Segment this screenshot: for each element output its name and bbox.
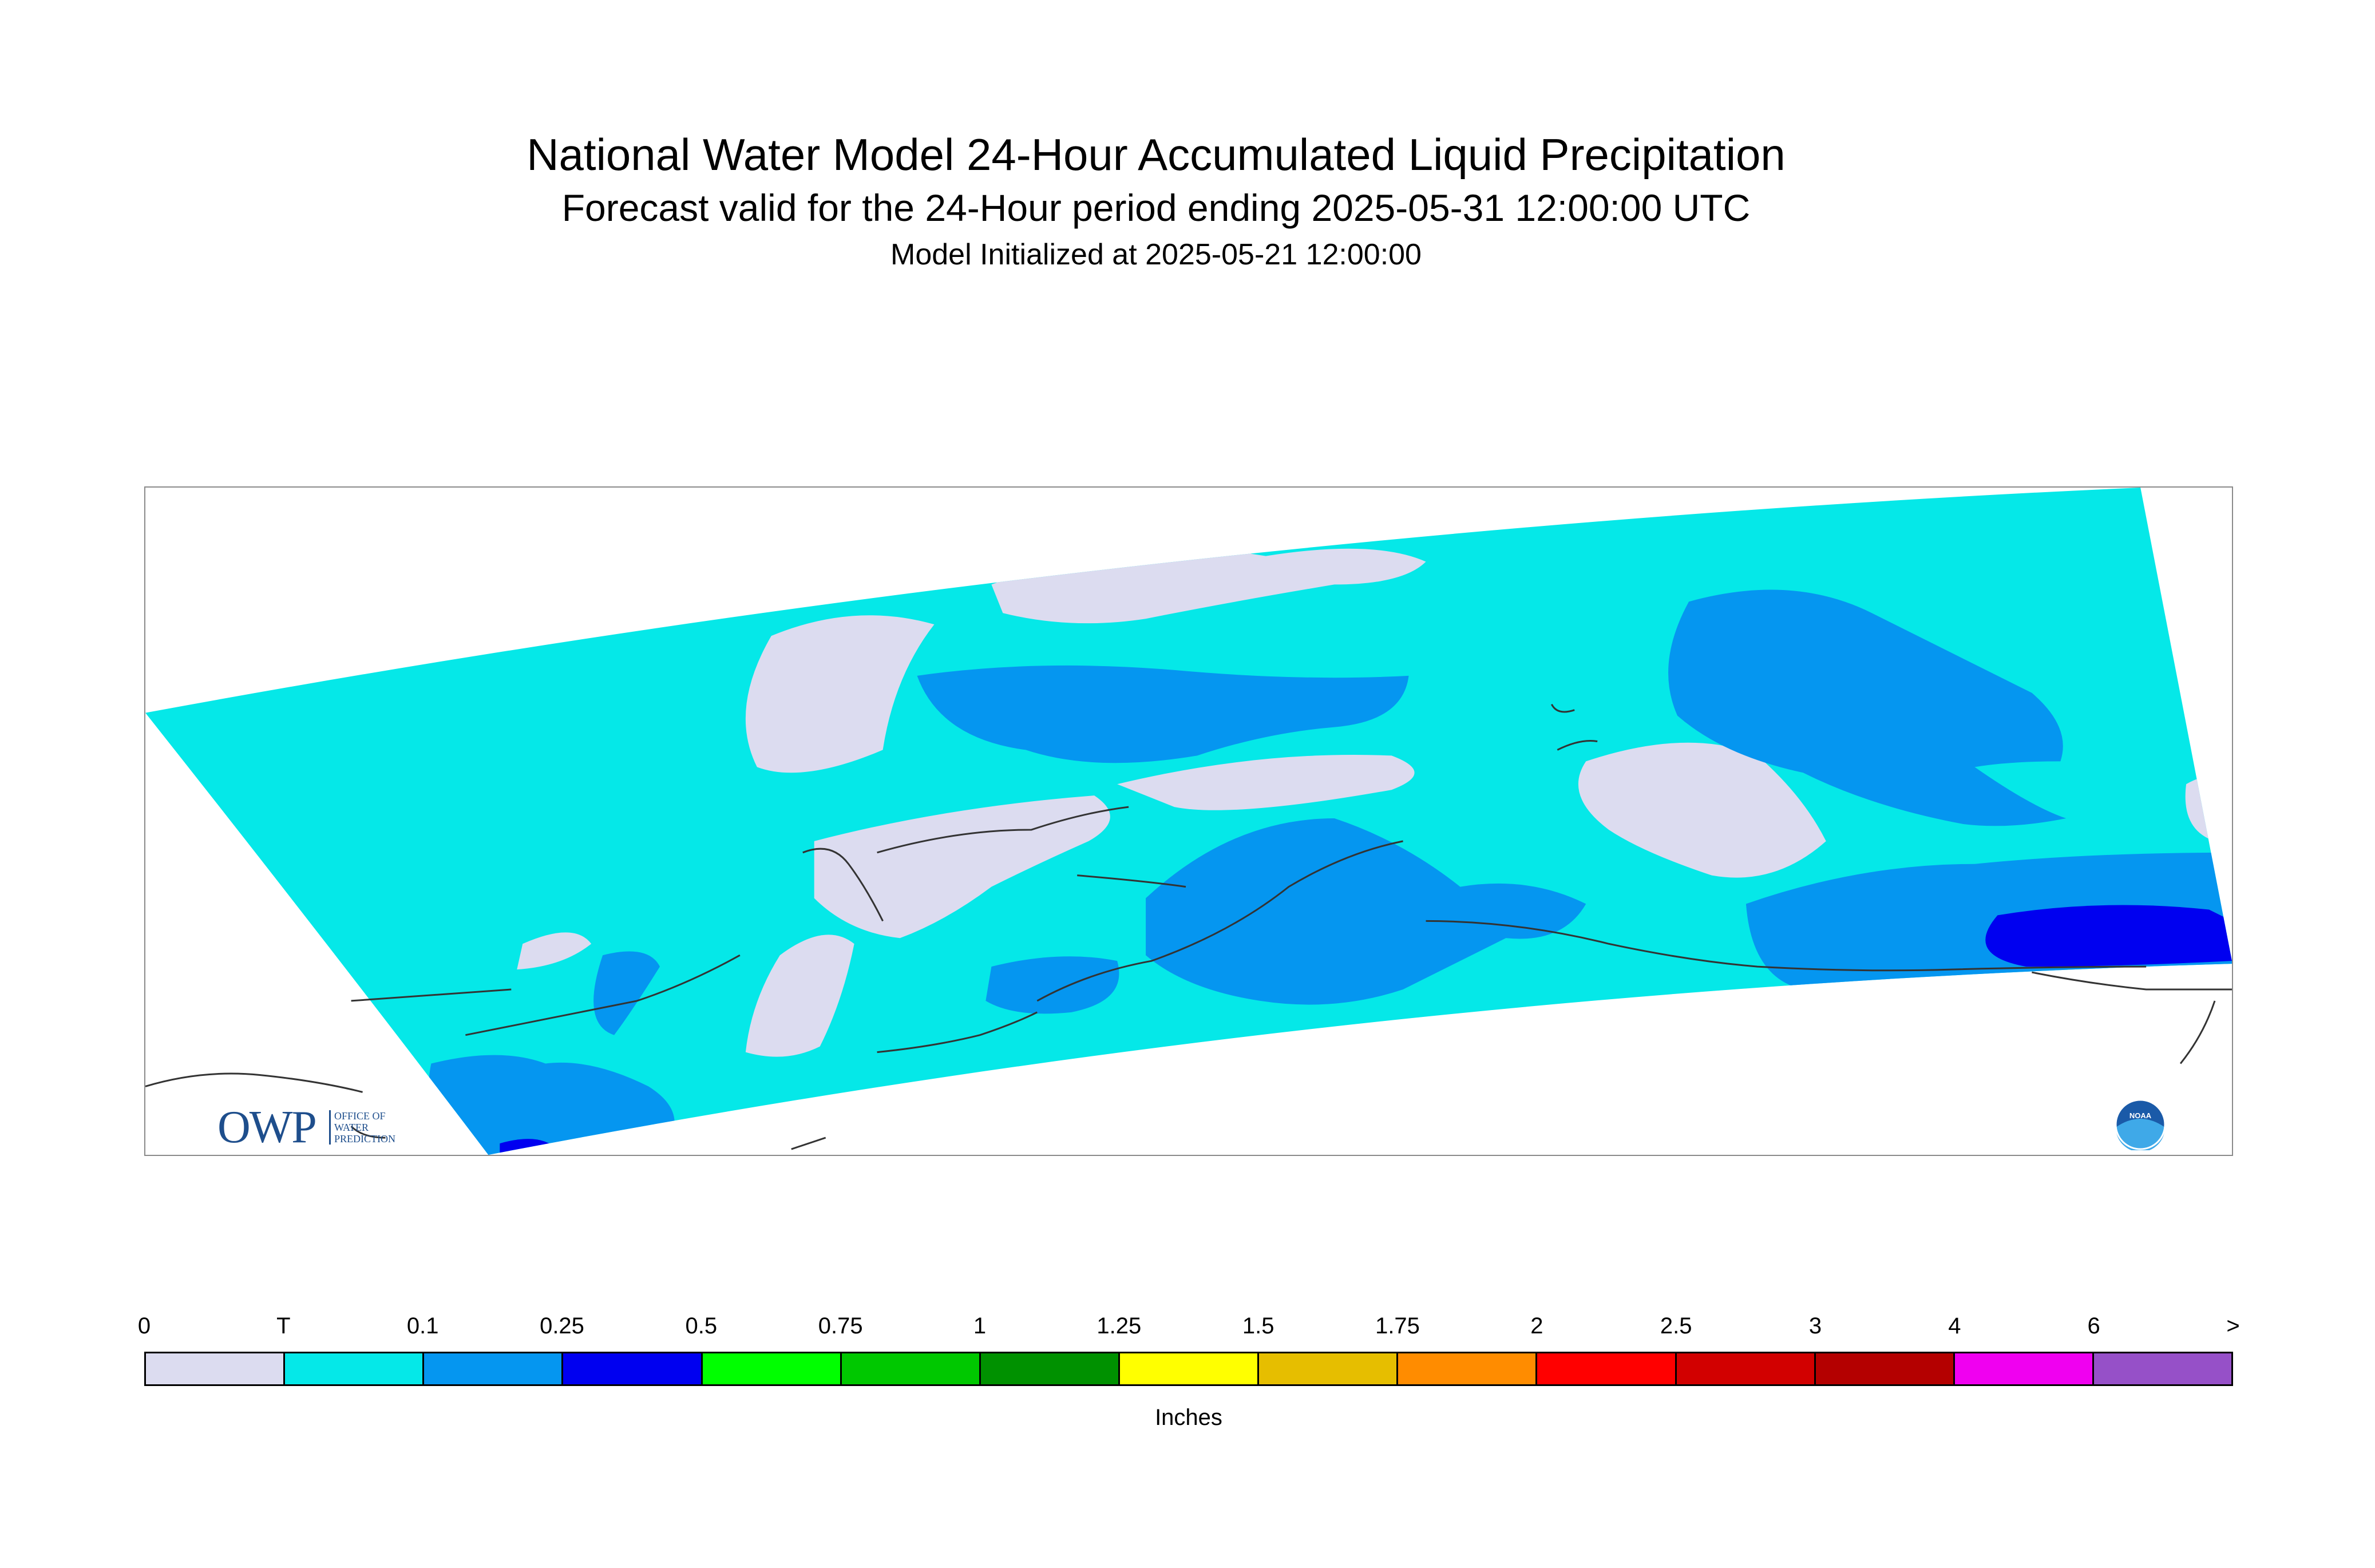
legend-unit-label: Inches <box>1155 1405 1222 1430</box>
legend-tick-label: 0 <box>137 1313 151 1339</box>
light-precip-region <box>1668 589 2067 826</box>
legend-tick-label: > <box>2226 1313 2240 1339</box>
light-precip-region <box>917 665 1409 763</box>
map-subtitle: Forecast valid for the 24-Hour period en… <box>561 187 1751 229</box>
owp-logo-letters: OWP <box>217 1102 317 1153</box>
map-canvas <box>145 488 2232 1155</box>
legend-tick-label: 0.75 <box>818 1313 863 1339</box>
no-precip-region <box>1578 742 1826 878</box>
no-precip-region <box>745 935 854 1057</box>
model-init-text: Model Initialized at 2025-05-21 12:00:00 <box>890 238 1422 271</box>
legend-tick-label: 1.25 <box>1097 1313 1142 1339</box>
light-precip-region <box>593 951 660 1035</box>
legend-swatch <box>146 1353 286 1384</box>
legend-tick-label: 3 <box>1808 1313 1822 1339</box>
legend-tick-label: 0.5 <box>685 1313 718 1339</box>
legend-swatch <box>424 1353 564 1384</box>
legend-swatch <box>1676 1353 1816 1384</box>
no-precip-region <box>517 932 592 970</box>
legend-tick-label: 0.1 <box>406 1313 439 1339</box>
legend-swatch <box>702 1353 842 1384</box>
owp-sub-line: PREDICTION <box>334 1133 395 1145</box>
owp-sub-line: WATER <box>334 1122 369 1133</box>
legend-color-bar <box>144 1352 2233 1386</box>
noaa-logo: NOAA <box>2115 1099 2166 1150</box>
legend-tick-label: 1.75 <box>1375 1313 1420 1339</box>
legend-tick-label: T <box>276 1313 291 1339</box>
owp-logo-subtitle: OFFICE OF WATER PREDICTION <box>329 1110 395 1145</box>
legend-tick-label: 4 <box>1948 1313 1961 1339</box>
legend-tick-label: 6 <box>2087 1313 2100 1339</box>
map-title: National Water Model 24-Hour Accumulated… <box>527 129 1786 180</box>
legend-swatch <box>980 1353 1120 1384</box>
owp-sub-line: OFFICE OF <box>334 1110 386 1122</box>
no-precip-region <box>745 615 935 773</box>
legend-tick-labels: 0 T 0.1 0.25 0.5 0.75 1 1.25 1.5 1.75 2 2.5 3 4 6 > <box>138 1313 2240 1348</box>
legend-tick-label: 2.5 <box>1660 1313 1692 1339</box>
legend-swatch <box>1119 1353 1260 1384</box>
legend-swatch <box>1815 1353 1955 1384</box>
legend-swatch <box>1398 1353 1538 1384</box>
legend-swatch <box>1954 1353 2094 1384</box>
light-precip-region <box>429 1055 675 1155</box>
owp-logo: OWP OFFICE OF WATER PREDICTION <box>217 1104 446 1150</box>
legend-tick-label: 1 <box>973 1313 987 1339</box>
coastlines <box>145 703 2232 1150</box>
no-precip-region <box>1117 754 1415 810</box>
legend-swatch <box>1259 1353 1399 1384</box>
light-precip-region <box>985 956 1119 1014</box>
light-precip-region <box>1146 818 1586 1005</box>
heavy-precip-region <box>1985 905 2232 967</box>
legend-tick-label: 1.5 <box>1242 1313 1274 1339</box>
legend-tick-label: 0.25 <box>540 1313 584 1339</box>
legend-swatch <box>1537 1353 1677 1384</box>
noaa-logo-text: NOAA <box>2129 1111 2152 1120</box>
no-precip-region <box>814 795 1110 939</box>
legend-swatch <box>2093 1353 2232 1384</box>
legend-swatch <box>563 1353 703 1384</box>
precipitation-map <box>144 486 2233 1156</box>
legend-swatch <box>285 1353 425 1384</box>
legend-swatch <box>841 1353 981 1384</box>
legend-tick-label: 2 <box>1530 1313 1543 1339</box>
